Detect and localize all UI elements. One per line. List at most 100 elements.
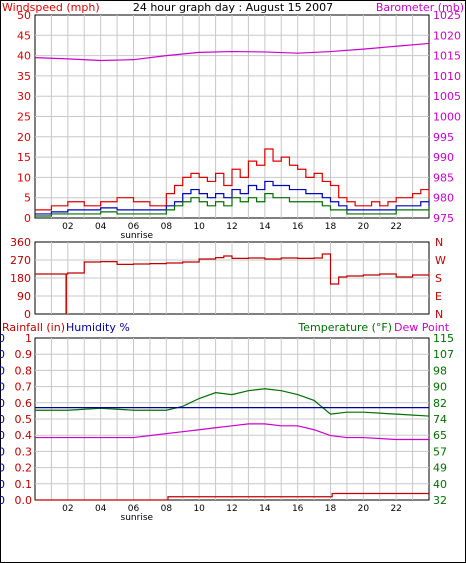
- x-tick-label: 18: [325, 504, 337, 514]
- series-rain: [35, 492, 429, 501]
- sunrise-label: sunrise: [121, 231, 154, 241]
- x-tick-label: 14: [259, 504, 271, 514]
- rain-tick-label: 0.7: [15, 381, 33, 394]
- wind-tick-label: 40: [17, 50, 31, 63]
- humidity-tick-label: 60: [0, 397, 5, 410]
- dir-tick-label: 90: [17, 290, 31, 303]
- rain-tick-label: 0.3: [15, 445, 33, 458]
- temp-tick-label: 107: [433, 348, 454, 361]
- dir-tick-label: 270: [10, 254, 31, 267]
- temp-tick-label: 49: [433, 462, 447, 475]
- wind-tick-label: 35: [17, 70, 31, 83]
- baro-tick-label: 1015: [433, 50, 461, 63]
- dir-tick-label: 0: [24, 308, 31, 321]
- x-tick-label: 12: [226, 504, 237, 514]
- temp-tick-label: 57: [433, 445, 447, 458]
- x-tick-label: 08: [161, 504, 173, 514]
- compass-tick-label: W: [435, 254, 446, 267]
- dir-tick-label: 180: [10, 272, 31, 285]
- wind-tick-label: 25: [17, 111, 31, 124]
- rain-tick-label: 0.8: [15, 364, 33, 377]
- temp-tick-label: 40: [433, 478, 447, 491]
- baro-tick-label: 1005: [433, 90, 461, 103]
- barometer-axis-label: Barometer (mb): [376, 1, 464, 14]
- baro-tick-label: 995: [433, 131, 454, 144]
- temp-tick-label: 74: [433, 413, 447, 426]
- x-tick-label: 10: [193, 222, 205, 232]
- baro-tick-label: 980: [433, 192, 454, 205]
- wind-tick-label: 15: [17, 151, 31, 164]
- humidity-tick-label: 30: [0, 445, 5, 458]
- series-baro: [34, 42, 430, 62]
- baro-tick-label: 1010: [433, 70, 461, 83]
- wind-tick-label: 20: [17, 131, 31, 144]
- x-tick-label: 12: [226, 222, 237, 232]
- series-avg: [35, 180, 430, 215]
- temp-tick-label: 82: [433, 397, 447, 410]
- x-tick-label: 20: [358, 222, 370, 232]
- series-dir: [35, 253, 430, 285]
- temp-tick-label: 98: [433, 364, 447, 377]
- temp-tick-label: 32: [433, 494, 447, 507]
- humidity-tick-label: 10: [0, 478, 5, 491]
- x-tick-label: 20: [358, 504, 370, 514]
- wind-tick-label: 30: [17, 90, 31, 103]
- wind-tick-label: 10: [17, 171, 31, 184]
- series-temp: [35, 388, 430, 417]
- x-tick-label: 02: [62, 222, 73, 232]
- rain-tick-label: 0.6: [15, 397, 33, 410]
- x-tick-label: 08: [161, 222, 173, 232]
- wind-tick-label: 0: [24, 212, 31, 225]
- temp-tick-label: 65: [433, 429, 447, 442]
- rainfall-axis-label: Rainfall (in): [2, 321, 65, 334]
- humidity-tick-label: 40: [0, 429, 5, 442]
- rain-tick-label: 0.5: [15, 413, 33, 426]
- baro-tick-label: 990: [433, 151, 454, 164]
- humidity-tick-label: 0: [0, 494, 5, 507]
- rain-tick-label: 1: [25, 332, 32, 345]
- series-gust: [35, 148, 430, 211]
- humidity-tick-label: 70: [0, 381, 5, 394]
- dir-tick-label: 360: [10, 236, 31, 249]
- compass-tick-label: S: [435, 272, 442, 285]
- rain-tick-label: 0.9: [15, 348, 33, 361]
- temp-tick-label: 90: [433, 381, 447, 394]
- humidity-tick-label: 20: [0, 462, 5, 475]
- x-tick-label: 06: [128, 222, 140, 232]
- temp-tick-label: 115: [433, 332, 454, 345]
- wind-tick-label: 5: [24, 192, 31, 205]
- x-tick-label: 22: [390, 222, 401, 232]
- series-layer: [34, 42, 430, 501]
- sunrise-label: sunrise: [121, 513, 154, 523]
- rain-tick-label: 0.0: [15, 494, 33, 507]
- compass-tick-label: N: [435, 236, 443, 249]
- x-tick-label: 06: [128, 504, 140, 514]
- rain-tick-label: 0.4: [15, 429, 33, 442]
- humidity-axis-label: Humidity %: [66, 321, 130, 334]
- humidity-tick-label: 80: [0, 364, 5, 377]
- baro-tick-label: 985: [433, 171, 454, 184]
- humidity-tick-label: 100: [0, 332, 5, 345]
- rain-tick-label: 0.2: [15, 462, 33, 475]
- baro-tick-label: 1000: [433, 111, 461, 124]
- compass-tick-label: N: [435, 308, 443, 321]
- baro-tick-label: 1020: [433, 29, 461, 42]
- humidity-tick-label: 90: [0, 348, 5, 361]
- x-tick-label: 04: [95, 222, 107, 232]
- x-tick-label: 22: [390, 504, 401, 514]
- chart-title: 24 hour graph day : August 15 2007: [133, 1, 333, 14]
- dewpoint-axis-label: Dew Point: [394, 321, 450, 334]
- wind-tick-label: 45: [17, 29, 31, 42]
- temperature-axis-label: Temperature (°F): [297, 321, 392, 334]
- rain-tick-label: 0.1: [15, 478, 33, 491]
- wind-tick-label: 50: [17, 9, 31, 22]
- grid-layer: [35, 15, 429, 500]
- series-dew: [35, 423, 429, 441]
- x-tick-label: 02: [62, 504, 73, 514]
- x-tick-label: 04: [95, 504, 107, 514]
- baro-tick-label: 975: [433, 212, 454, 225]
- x-tick-label: 16: [292, 504, 304, 514]
